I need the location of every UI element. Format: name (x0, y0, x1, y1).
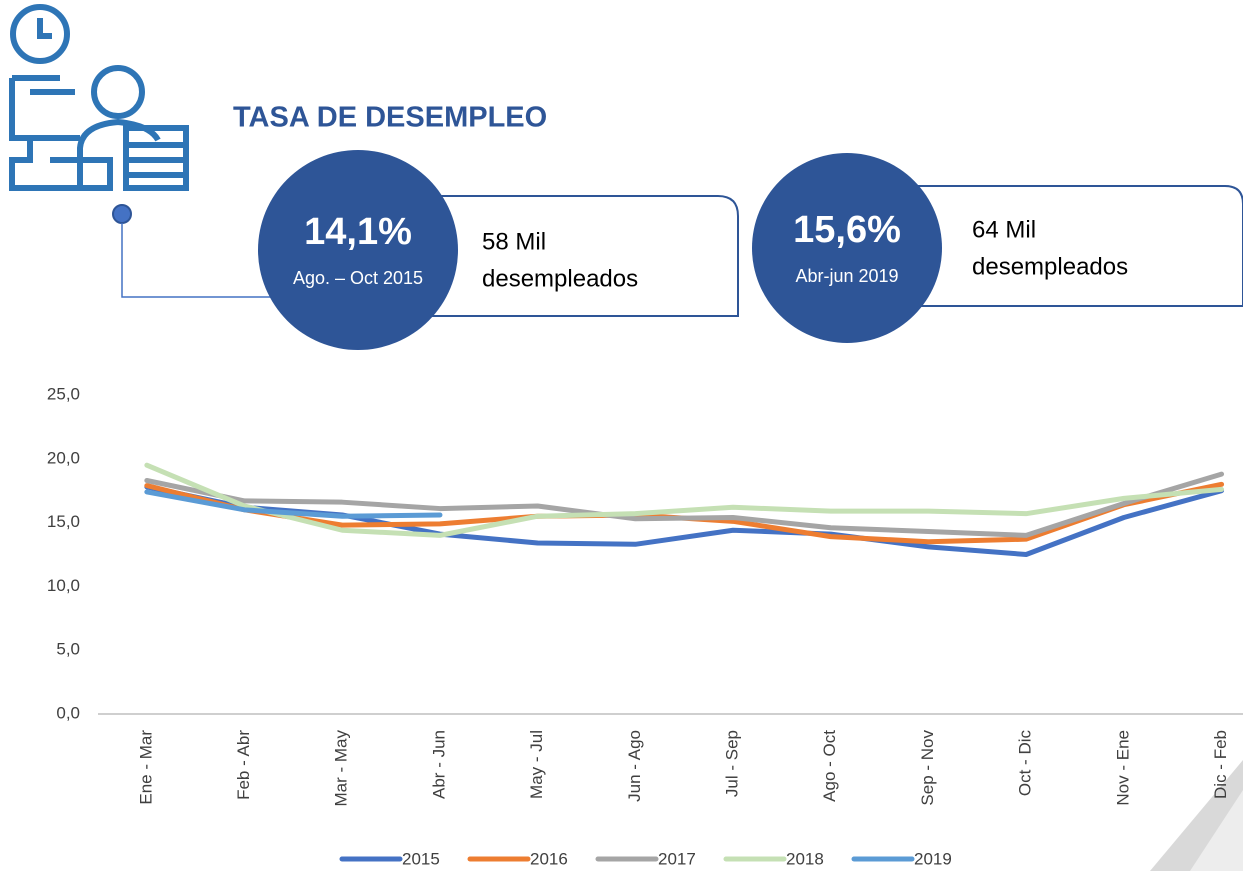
y-tick-label: 5,0 (56, 640, 80, 659)
x-tick-label: Jun - Ago (625, 730, 644, 802)
callout-count: 58 Mil (482, 228, 546, 255)
x-tick-label: Abr - Jun (429, 730, 448, 799)
chart-title: TASA DE DESEMPLEO (233, 102, 547, 134)
x-tick-label: Feb - Abr (234, 730, 253, 800)
callout-period: Ago. – Oct 2015 (293, 268, 423, 288)
y-tick-label: 0,0 (56, 703, 80, 722)
legend-label: 2019 (914, 849, 952, 868)
callout-label: desempleados (482, 265, 638, 292)
y-tick-label: 10,0 (47, 576, 80, 595)
y-tick-label: 20,0 (47, 448, 80, 467)
icon (9, 4, 189, 191)
legend-label: 2018 (786, 849, 824, 868)
callout-1: 14,1% Ago. – Oct 2015 58 Mil desempleado… (258, 150, 739, 350)
line (144, 489, 443, 519)
x-tick-label: Nov - Ene (1113, 730, 1132, 806)
line (144, 471, 1225, 538)
legend-label: 2017 (658, 849, 696, 868)
x-tick-label: Sep - Nov (918, 730, 937, 806)
x-tick-label: Oct - Dic (1016, 730, 1035, 797)
callout-count: 64 Mil (972, 216, 1036, 243)
callout-2: 15,6% Abr-jun 2019 64 Mil desempleados (752, 153, 1243, 343)
legend-label: 2015 (402, 849, 440, 868)
callout-label: desempleados (972, 253, 1128, 280)
callout-value: 15,6% (793, 209, 901, 251)
callout-value: 14,1% (304, 211, 412, 253)
connector (112, 204, 298, 303)
y-tick-label: 15,0 (47, 512, 80, 531)
x-tick-label: May - Jul (527, 730, 546, 799)
y-tick-label: 25,0 (47, 384, 80, 403)
line (144, 462, 1225, 538)
x-tick-label: Ago - Oct (820, 730, 839, 802)
x-tick-label: Jul - Sep (723, 730, 742, 797)
x-tick-label: Mar - May (332, 730, 351, 807)
decoration (1190, 790, 1243, 871)
legend-label: 2016 (530, 849, 568, 868)
callout-period: Abr-jun 2019 (795, 266, 898, 286)
x-tick-label: Dic - Feb (1211, 730, 1230, 799)
x-tick-label: Ene - Mar (136, 730, 155, 805)
